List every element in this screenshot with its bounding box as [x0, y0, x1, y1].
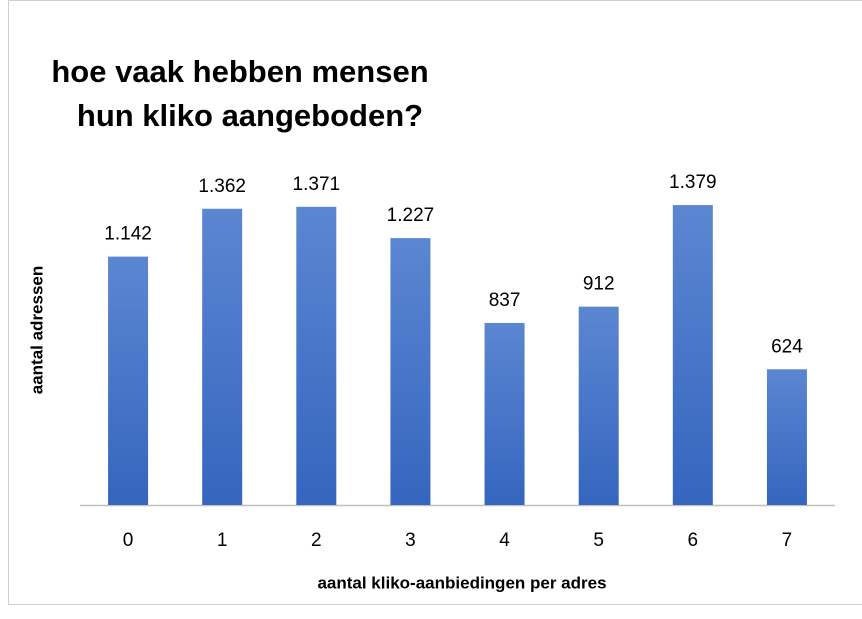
- x-tick-label: 2: [311, 530, 322, 551]
- x-tick-label: 5: [593, 530, 604, 551]
- data-label: 1.379: [669, 172, 717, 193]
- x-axis-title: aantal kliko-aanbiedingen per adres: [317, 573, 606, 592]
- x-tick-label: 3: [405, 530, 416, 551]
- bar: [202, 208, 243, 505]
- data-label: 1.142: [104, 224, 152, 245]
- data-label: 624: [771, 336, 803, 357]
- data-label: 1.227: [387, 205, 435, 226]
- data-label: 1.371: [293, 174, 341, 195]
- data-label: 837: [489, 290, 521, 311]
- y-axis-title: aantal adressen: [27, 266, 46, 395]
- x-tick-label: 4: [499, 530, 510, 551]
- chart-title: hoe vaak hebben mensen: [51, 54, 428, 89]
- bar: [108, 256, 149, 505]
- bar: [672, 205, 713, 505]
- data-label: 1.362: [198, 176, 246, 197]
- bar: [578, 306, 619, 505]
- chart-frame: [8, 0, 862, 605]
- x-tick-label: 7: [782, 530, 793, 551]
- bar: [766, 369, 807, 505]
- chart-title: hun kliko aangeboden?: [77, 98, 423, 133]
- bar: [296, 206, 337, 505]
- x-tick-label: 6: [688, 530, 699, 551]
- data-label: 912: [583, 274, 615, 295]
- x-tick-label: 1: [217, 530, 228, 551]
- x-tick-label: 0: [123, 530, 134, 551]
- bar: [484, 322, 525, 505]
- bar: [390, 238, 431, 505]
